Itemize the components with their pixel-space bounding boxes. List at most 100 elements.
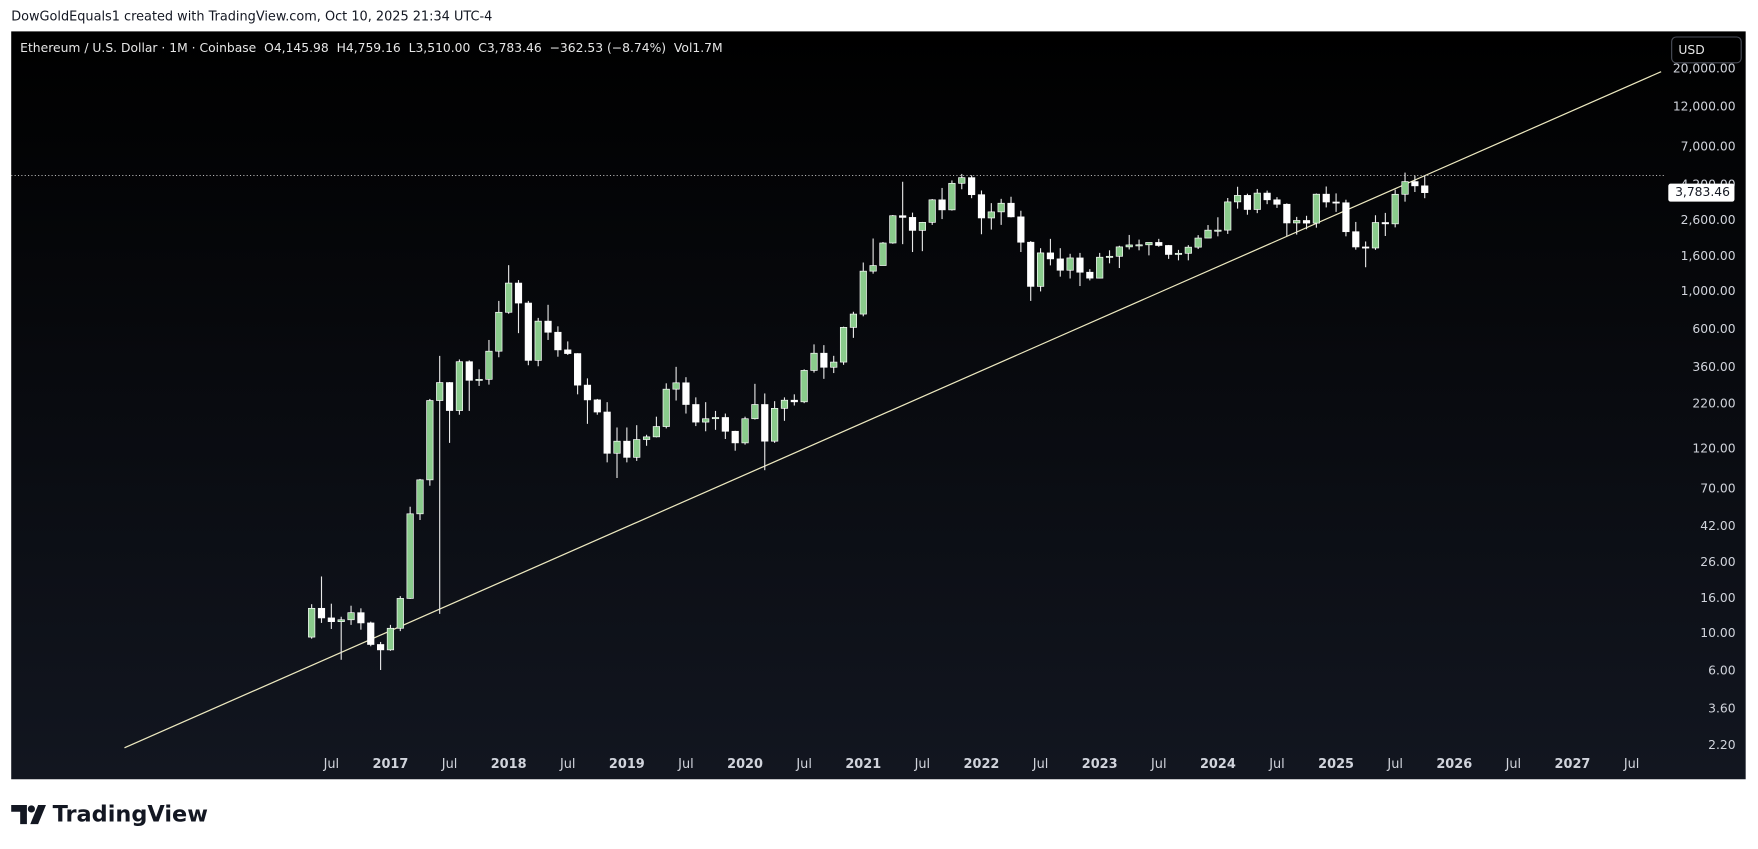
candle-body <box>987 211 995 219</box>
last-price-label: 3,783.46 <box>1675 185 1730 199</box>
candle-body <box>1371 222 1380 249</box>
candle-body <box>1342 202 1350 233</box>
axes: 20,000.0012,000.007,000.004,200.002,600.… <box>323 62 1736 773</box>
candle-body <box>702 418 710 423</box>
candle-body <box>1135 244 1143 247</box>
candle-body <box>1253 192 1261 210</box>
x-tick-label: Jul <box>1623 757 1640 772</box>
candle-body <box>899 215 907 218</box>
candle-body <box>682 382 690 405</box>
candle-body <box>1145 242 1153 246</box>
candle-body <box>908 217 917 231</box>
candle-body <box>1243 195 1252 210</box>
candle-body <box>347 612 355 621</box>
candle-body <box>1066 257 1074 271</box>
last-price-tag <box>1668 183 1735 202</box>
candle-body <box>1421 185 1429 193</box>
candle-body <box>1184 246 1192 254</box>
candle-body <box>948 182 956 211</box>
candle-body <box>603 411 611 454</box>
candle-body <box>1017 216 1025 243</box>
candle-body <box>800 370 808 403</box>
candle-body <box>386 627 395 651</box>
candle-body <box>652 426 660 438</box>
candle-body <box>1391 193 1399 225</box>
candle-body <box>534 320 542 361</box>
symbol-title: Ethereum / U.S. Dollar · 1M · Coinbase <box>20 41 256 55</box>
candle-body <box>662 388 670 427</box>
ohlc-status: C3,783.46 <box>478 41 542 55</box>
candle-body <box>1194 237 1202 248</box>
x-tick-label: Jul <box>1032 757 1049 772</box>
candle-body <box>820 352 828 368</box>
candle-body <box>554 331 562 351</box>
candle-body <box>879 242 887 266</box>
candle-body <box>1263 192 1271 201</box>
brand-logo <box>11 805 46 825</box>
candle-body <box>583 384 592 401</box>
candle-body <box>495 311 503 352</box>
candle-body <box>751 404 759 420</box>
x-tick-label: 2019 <box>609 757 645 772</box>
candle-body <box>958 177 966 184</box>
x-tick-label: Jul <box>1505 757 1522 772</box>
candle-body <box>830 361 838 368</box>
x-tick-label: Jul <box>677 757 694 772</box>
candle-body <box>721 417 729 432</box>
candle-body <box>642 436 651 440</box>
y-tick-label: 2.20 <box>1708 738 1736 752</box>
candle-body <box>889 215 897 244</box>
x-tick-label: 2018 <box>491 757 527 772</box>
candle-body <box>810 352 818 371</box>
candle-body <box>327 617 335 622</box>
candle-body <box>485 350 493 380</box>
candle-body <box>416 479 424 515</box>
x-tick-label: Jul <box>559 757 576 772</box>
candle-body <box>1174 252 1183 255</box>
candle-body <box>455 361 463 411</box>
candle-body <box>1273 199 1281 205</box>
x-tick-label: 2027 <box>1555 757 1591 772</box>
y-tick-label: 600.00 <box>1692 322 1735 336</box>
candle-body <box>1027 241 1035 287</box>
y-tick-label: 6.00 <box>1708 664 1736 678</box>
currency-button[interactable] <box>1671 36 1742 64</box>
ohlc-status: −362.53 (−8.74%) <box>550 41 666 55</box>
candle-body <box>1302 220 1311 224</box>
x-tick-label: Jul <box>323 757 340 772</box>
candle-body <box>1362 246 1370 249</box>
x-tick-label: Jul <box>1150 757 1167 772</box>
candle-body <box>436 382 444 401</box>
candle-body <box>771 408 779 442</box>
candle-body <box>633 439 641 458</box>
candle-body <box>357 612 365 624</box>
x-tick-label: Jul <box>441 757 458 772</box>
x-tick-label: 2017 <box>373 757 409 772</box>
ohlc-status: O4,145.98 <box>264 41 329 55</box>
candle-body <box>1056 258 1064 271</box>
y-tick-label: 42.00 <box>1700 519 1735 533</box>
y-tick-label: 1,000.00 <box>1681 284 1736 298</box>
candle-body <box>731 430 739 444</box>
candle-body <box>1165 245 1173 255</box>
x-tick-label: Jul <box>1386 757 1403 772</box>
candle-body <box>1332 201 1340 204</box>
symbol-legend: Ethereum / U.S. Dollar · 1M · Coinbase O4… <box>20 41 722 55</box>
candle-body <box>780 399 789 409</box>
candle-body <box>1401 181 1409 195</box>
candle-body <box>1214 229 1222 232</box>
currency-label[interactable]: USD <box>1678 43 1704 57</box>
candle-body <box>997 202 1005 213</box>
candle-body <box>406 513 414 599</box>
chart-background <box>11 31 1746 780</box>
candle-body <box>1007 202 1015 218</box>
y-tick-label: 10.00 <box>1700 626 1735 640</box>
x-tick-label: 2021 <box>845 757 881 772</box>
candle-body <box>692 404 700 423</box>
y-tick-label: 220.00 <box>1692 396 1735 410</box>
ohlc-status: H4,759.16 <box>337 41 401 55</box>
candle-body <box>1086 271 1094 279</box>
candle-body <box>968 177 976 196</box>
